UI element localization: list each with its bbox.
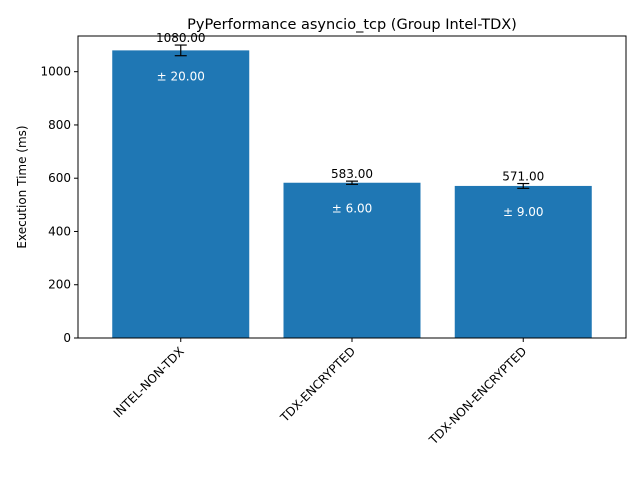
x-tick-label: TDX-ENCRYPTED (277, 344, 358, 425)
bar (112, 50, 250, 338)
y-tick-label: 0 (63, 331, 71, 345)
error-label: ± 20.00 (157, 69, 205, 83)
y-tick-label: 600 (48, 171, 71, 185)
chart-title: PyPerformance asyncio_tcp (Group Intel-T… (187, 17, 517, 33)
y-axis-label: Execution Time (ms) (15, 125, 29, 248)
x-axis-ticks: INTEL-NON-TDX TDX-ENCRYPTED TDX-NON-ENCRYP… (111, 338, 530, 448)
data-label: 571.00 (502, 170, 544, 184)
plot-frame (77, 35, 627, 339)
error-label: ± 6.00 (332, 202, 373, 216)
y-tick-label: 1000 (40, 65, 71, 79)
bar (454, 185, 592, 338)
x-tick-label: TDX-NON-ENCRYPTED (426, 344, 530, 448)
bars: 1080.00 ± 20.00 583.00 ± 6.00 571.00 ± 9.00 (112, 31, 592, 338)
y-tick-label: 800 (48, 118, 71, 132)
data-label: 1080.00 (156, 31, 206, 45)
x-tick-label: INTEL-NON-TDX (111, 344, 187, 420)
y-tick-label: 200 (48, 278, 71, 292)
y-axis-ticks: 0 200 400 600 800 1000 (40, 65, 78, 345)
data-label: 583.00 (331, 167, 373, 181)
bar (283, 182, 421, 338)
error-label: ± 9.00 (503, 205, 544, 219)
y-tick-label: 400 (48, 224, 71, 238)
